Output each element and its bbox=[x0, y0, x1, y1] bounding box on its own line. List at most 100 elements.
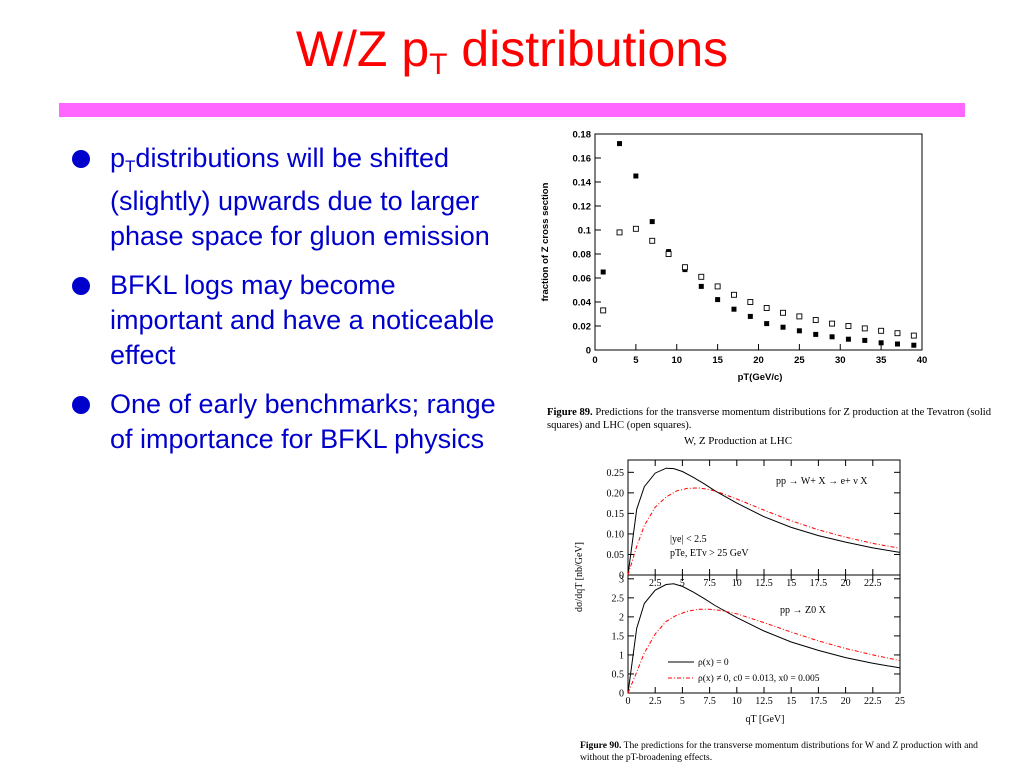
slide-title: W/Z pT distributions bbox=[295, 21, 729, 82]
y-tick-label: 0 bbox=[619, 689, 624, 700]
figure-89-caption: Figure 89. Predictions for the transvers… bbox=[547, 407, 992, 431]
bullet-dot-icon bbox=[72, 396, 90, 414]
x-tick-label: 15 bbox=[786, 578, 796, 589]
y-tick-label: 0.06 bbox=[573, 274, 592, 285]
broadened-curve bbox=[627, 487, 901, 576]
lhc-data-point bbox=[861, 325, 868, 332]
x-tick-label: 5 bbox=[680, 696, 685, 707]
tevatron-data-point bbox=[747, 313, 753, 319]
x-tick-label: 17.5 bbox=[810, 578, 828, 589]
y-tick-label: 1.5 bbox=[612, 631, 625, 642]
y-tick-label: 2 bbox=[619, 612, 624, 623]
tevatron-data-point bbox=[731, 306, 737, 312]
tevatron-data-point bbox=[633, 173, 639, 179]
wz-lhc-line-chart: W, Z Production at LHC 0 0.05 0.10 0.15 0.20… bbox=[574, 435, 905, 725]
x-tick-label: 2.5 bbox=[649, 696, 662, 707]
x-tick-label: 30 bbox=[835, 355, 846, 366]
y-tick-label: 0.02 bbox=[573, 322, 592, 333]
y-tick-label: 0 bbox=[619, 571, 624, 582]
x-tick-label: 5 bbox=[633, 355, 639, 366]
x-tick-label: 22.5 bbox=[864, 696, 882, 707]
tevatron-data-point bbox=[845, 336, 851, 342]
unbroadened-curve bbox=[627, 583, 901, 694]
y-tick-label: 0.1 bbox=[578, 226, 592, 237]
y-tick-label: 0.18 bbox=[573, 130, 592, 141]
tevatron-data-point bbox=[780, 324, 786, 330]
bullet-dot-icon bbox=[72, 150, 90, 168]
lhc-data-point bbox=[632, 225, 639, 232]
plot-frame bbox=[594, 133, 923, 351]
x-tick-label: 12.5 bbox=[755, 578, 773, 589]
lhc-data-point bbox=[649, 237, 656, 244]
tevatron-data-point bbox=[764, 321, 770, 327]
tevatron-data-point bbox=[894, 341, 900, 347]
lhc-data-point bbox=[616, 229, 623, 236]
z-process-label: pp → Z0 X bbox=[780, 605, 827, 616]
x-tick-label: 7.5 bbox=[703, 578, 716, 589]
figure-90-caption: Figure 90. The predictions for the trans… bbox=[580, 740, 978, 763]
lhc-data-point bbox=[845, 323, 852, 329]
x-tick-label: 25 bbox=[895, 696, 905, 707]
x-tick-label: 0 bbox=[626, 696, 631, 707]
z-fraction-scatter-chart: 0 0.02 0.04 0.06 0.08 0.1 0.12 0.14 0.16 0.18 0 5 10… bbox=[540, 130, 928, 384]
x-tick-label: 7.5 bbox=[703, 696, 716, 707]
bullet-item: pTdistributions will be shifted (slightl… bbox=[70, 141, 500, 254]
y-tick-label: 3 bbox=[619, 574, 624, 585]
lhc-data-point bbox=[910, 332, 917, 339]
y-tick-label: 0.15 bbox=[607, 509, 625, 520]
x-tick-label: 10 bbox=[732, 696, 742, 707]
unbroadened-curve bbox=[627, 467, 901, 576]
lhc-data-point bbox=[829, 320, 836, 327]
y-tick-label: 0.10 bbox=[607, 529, 625, 540]
tevatron-data-point bbox=[862, 337, 868, 343]
tevatron-data-point bbox=[813, 331, 819, 337]
lhc-data-point bbox=[665, 251, 672, 257]
tevatron-data-point bbox=[617, 141, 623, 147]
x-tick-label: 20 bbox=[753, 355, 764, 366]
y-tick-label: 0.16 bbox=[573, 154, 592, 165]
lhc-data-point bbox=[796, 313, 803, 320]
x-tick-label: 15 bbox=[712, 355, 723, 366]
lhc-data-point bbox=[812, 317, 819, 323]
y-tick-label: 0.05 bbox=[607, 550, 625, 561]
bullet-item: One of early benchmarks; range of import… bbox=[70, 387, 500, 457]
x-tick-label: 17.5 bbox=[810, 696, 828, 707]
x-tick-label: 20 bbox=[841, 578, 851, 589]
rapidity-cut-label: |ye| < 2.5 bbox=[670, 534, 707, 545]
y-tick-label: 1 bbox=[619, 650, 624, 661]
broadened-curve bbox=[627, 608, 901, 694]
y-axis-label: fraction of Z cross section bbox=[540, 182, 551, 301]
x-tick-label: 35 bbox=[876, 355, 887, 366]
tevatron-data-point bbox=[796, 328, 802, 334]
lhc-data-point bbox=[731, 291, 737, 298]
lhc-data-point bbox=[747, 299, 754, 305]
y-tick-label: 0.20 bbox=[607, 488, 625, 499]
lhc-data-point bbox=[894, 330, 901, 337]
bullet-item: BFKL logs may become important and have … bbox=[70, 268, 500, 373]
x-tick-label: 0 bbox=[592, 355, 597, 366]
x-tick-label: 40 bbox=[917, 355, 928, 366]
x-tick-label: 25 bbox=[794, 355, 805, 366]
pt-cut-label: pTe, ETν > 25 GeV bbox=[670, 548, 749, 559]
title-underline bbox=[59, 103, 965, 117]
y-tick-label: 0.12 bbox=[573, 202, 592, 213]
tevatron-data-point bbox=[715, 297, 721, 303]
x-tick-label: 15 bbox=[786, 696, 796, 707]
tevatron-data-point bbox=[829, 334, 835, 340]
tevatron-data-point bbox=[878, 340, 884, 346]
lhc-data-point bbox=[714, 283, 721, 290]
y-tick-label: 0 bbox=[586, 346, 591, 357]
w-process-label: pp → W+ X → e+ ν X bbox=[776, 476, 868, 487]
x-tick-label: 12.5 bbox=[755, 696, 773, 707]
y-tick-label: 0.5 bbox=[612, 669, 625, 680]
lhc-data-point bbox=[780, 309, 786, 316]
tevatron-data-point bbox=[698, 283, 704, 289]
y-tick-label: 0.04 bbox=[573, 298, 592, 309]
tevatron-data-point bbox=[911, 342, 917, 348]
legend-label-dashdot: ρ(x) ≠ 0, c0 = 0.013, x0 = 0.005 bbox=[698, 673, 820, 684]
x-tick-label: 20 bbox=[841, 696, 851, 707]
x-tick-label: 22.5 bbox=[864, 578, 882, 589]
bullet-dot-icon bbox=[72, 277, 90, 295]
chart-title: W, Z Production at LHC bbox=[684, 435, 792, 447]
x-tick-label: 10 bbox=[732, 578, 742, 589]
